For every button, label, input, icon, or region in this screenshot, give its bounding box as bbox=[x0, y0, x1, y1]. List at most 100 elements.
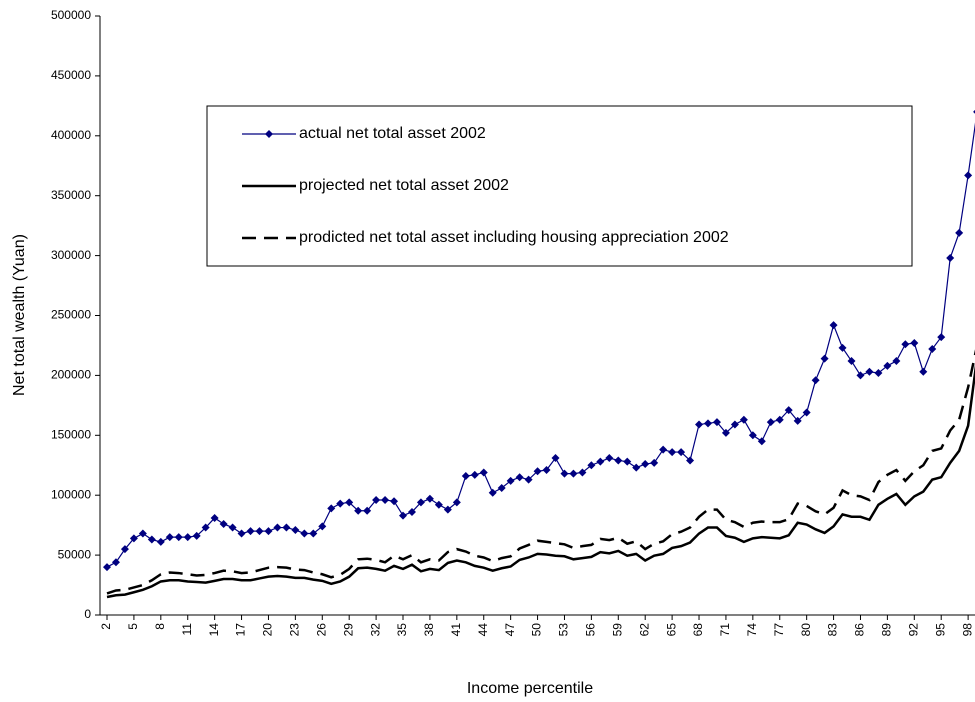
data-point bbox=[434, 500, 443, 509]
data-point bbox=[946, 253, 955, 262]
legend bbox=[206, 105, 913, 267]
data-point bbox=[937, 333, 946, 342]
data-point bbox=[120, 545, 129, 554]
y-tick-label: 450000 bbox=[51, 68, 91, 82]
data-point bbox=[416, 498, 425, 507]
data-point bbox=[793, 416, 802, 425]
x-tick-label: 77 bbox=[772, 623, 786, 637]
data-point bbox=[515, 473, 524, 482]
x-tick-label: 80 bbox=[799, 623, 813, 637]
data-point bbox=[264, 527, 273, 536]
x-tick-label: 5 bbox=[126, 623, 140, 630]
x-tick-label: 32 bbox=[368, 623, 382, 637]
data-point bbox=[802, 408, 811, 417]
data-point bbox=[345, 498, 354, 507]
x-tick-label: 86 bbox=[853, 623, 867, 637]
legend-label: actual net total asset 2002 bbox=[299, 125, 486, 142]
y-tick-label: 300000 bbox=[51, 248, 91, 262]
legend-marker bbox=[265, 130, 273, 138]
data-point bbox=[757, 437, 766, 446]
data-point bbox=[291, 525, 300, 534]
data-point bbox=[156, 537, 165, 546]
data-point bbox=[838, 343, 847, 352]
data-point bbox=[641, 460, 650, 469]
x-tick-label: 59 bbox=[610, 623, 624, 637]
data-point bbox=[730, 420, 739, 429]
data-point bbox=[390, 497, 399, 506]
data-point bbox=[542, 466, 551, 475]
x-tick-label: 83 bbox=[826, 623, 840, 637]
x-tick-label: 68 bbox=[691, 623, 705, 637]
data-point bbox=[569, 469, 578, 478]
data-point bbox=[739, 415, 748, 424]
x-tick-label: 41 bbox=[449, 623, 463, 637]
data-point bbox=[273, 523, 282, 532]
data-point bbox=[452, 498, 461, 507]
data-point bbox=[425, 494, 434, 503]
series-line bbox=[106, 349, 975, 595]
data-point bbox=[784, 406, 793, 415]
x-tick-label: 17 bbox=[234, 623, 248, 637]
y-tick-label: 150000 bbox=[51, 427, 91, 441]
data-point bbox=[766, 418, 775, 427]
x-tick-label: 92 bbox=[906, 623, 920, 637]
data-point bbox=[910, 339, 919, 348]
data-point bbox=[614, 456, 623, 465]
data-point bbox=[461, 472, 470, 481]
x-axis-title: Income percentile bbox=[467, 680, 593, 697]
x-tick-label: 47 bbox=[503, 623, 517, 637]
data-point bbox=[497, 484, 506, 493]
data-point bbox=[192, 531, 201, 540]
data-point bbox=[470, 470, 479, 479]
data-point bbox=[210, 513, 219, 522]
x-tick-label: 23 bbox=[288, 623, 302, 637]
x-tick-label: 11 bbox=[180, 623, 194, 636]
data-point bbox=[659, 445, 668, 454]
data-point bbox=[883, 361, 892, 370]
data-point bbox=[901, 340, 910, 349]
data-point bbox=[955, 228, 964, 237]
data-point bbox=[147, 535, 156, 544]
data-point bbox=[174, 533, 183, 542]
data-point bbox=[443, 505, 452, 514]
data-point bbox=[623, 457, 632, 466]
series-line bbox=[106, 363, 975, 599]
data-point bbox=[381, 495, 390, 504]
data-point bbox=[829, 321, 838, 330]
data-point bbox=[856, 371, 865, 380]
y-tick-label: 500000 bbox=[51, 8, 91, 22]
data-point bbox=[650, 458, 659, 467]
x-tick-label: 62 bbox=[637, 623, 651, 637]
data-point bbox=[919, 367, 928, 376]
data-point bbox=[605, 454, 614, 463]
y-axis-title: Net total wealth (Yuan) bbox=[11, 234, 28, 396]
data-point bbox=[865, 367, 874, 376]
data-point bbox=[318, 522, 327, 531]
data-point bbox=[596, 457, 605, 466]
data-point bbox=[407, 507, 416, 516]
data-point bbox=[695, 420, 704, 429]
x-tick-label: 2 bbox=[99, 623, 113, 630]
legend-label: prodicted net total asset including hous… bbox=[299, 229, 729, 246]
data-point bbox=[183, 533, 192, 542]
x-tick-label: 44 bbox=[476, 623, 490, 637]
x-tick-label: 38 bbox=[422, 623, 436, 637]
data-point bbox=[363, 506, 372, 515]
data-point bbox=[399, 511, 408, 520]
data-point bbox=[668, 448, 677, 457]
data-point bbox=[488, 488, 497, 497]
x-tick-label: 89 bbox=[880, 623, 894, 637]
x-tick-label: 53 bbox=[557, 623, 571, 637]
x-tick-label: 14 bbox=[207, 623, 221, 637]
data-point bbox=[255, 527, 264, 536]
y-tick-label: 200000 bbox=[51, 368, 91, 382]
data-point bbox=[309, 529, 318, 538]
x-tick-label: 26 bbox=[314, 623, 328, 637]
x-tick-label: 65 bbox=[664, 623, 678, 637]
data-point bbox=[479, 468, 488, 477]
data-point bbox=[201, 523, 210, 532]
data-point bbox=[892, 357, 901, 366]
data-point bbox=[219, 519, 228, 528]
data-point bbox=[560, 469, 569, 478]
